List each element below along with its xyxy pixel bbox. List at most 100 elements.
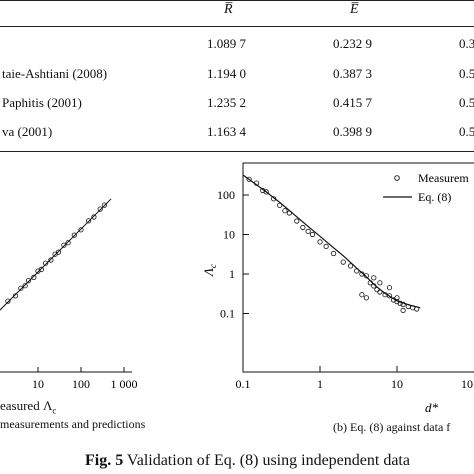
left-x-axis-label-text: easured Λ [0, 398, 53, 413]
legend-label-eq8: Eq. (8) [418, 190, 451, 204]
left-data-point [65, 240, 71, 246]
table-row-label: va (2001) [2, 124, 53, 139]
left-data-point [12, 293, 19, 299]
eq8-curve [242, 174, 421, 309]
right-data-point [414, 306, 420, 312]
left-data-point [55, 249, 62, 255]
right-x-tick-label: 10 [461, 377, 473, 391]
table-cell-r: 1.235 2 [207, 95, 246, 110]
left-data-point [86, 218, 92, 224]
left-data-point [78, 227, 84, 233]
right-data-point [359, 271, 365, 277]
left-data-point [71, 232, 77, 238]
right-y-axis-label: Λc [201, 264, 218, 278]
right-data-point [400, 301, 406, 307]
table-cell-extra: 0.3 [459, 36, 474, 51]
table-cell-extra: 0.5 [459, 95, 474, 110]
right-data-point [374, 287, 380, 293]
right-x-tick-label: 0.1 [236, 377, 251, 391]
right-data-point [386, 293, 393, 299]
table-cell-e: 0.232 9 [333, 36, 372, 51]
left-x-tick-label: 1 000 [111, 377, 138, 391]
right-data-point [367, 280, 373, 286]
left-x-axis-label: easured Λc [0, 398, 56, 416]
figure-caption: Fig. 5 Validation of Eq. (8) using indep… [85, 452, 410, 470]
right-data-point [377, 289, 383, 295]
right-y-tick-label: 0.1 [220, 307, 235, 321]
left-data-point [48, 257, 54, 263]
left-data-point [35, 268, 41, 274]
table-cell-r: 1.089 7 [207, 36, 246, 51]
right-y-tick-label: 100 [217, 188, 235, 202]
table-cell-e: 0.398 9 [333, 124, 372, 139]
right-data-point [386, 285, 393, 291]
table-row-label: taie-Ashtiani (2008) [2, 66, 108, 81]
table-header-rule [0, 26, 474, 27]
right-plot-frame [242, 162, 474, 373]
right-data-point [347, 263, 354, 269]
right-data-point [246, 176, 252, 182]
table-row-label: Paphitis (2001) [2, 95, 82, 110]
legend: Measurem Eq. (8) [383, 171, 469, 204]
right-x-axis-label: d* [425, 400, 439, 415]
right-data-point [397, 300, 403, 306]
left-x-tick-label: 100 [72, 377, 90, 391]
right-data-point [263, 189, 269, 195]
right-data-point [394, 298, 400, 305]
right-data-point [363, 273, 369, 279]
legend-marker-measured [394, 175, 400, 181]
right-data-point [371, 283, 377, 289]
right-data-point [317, 239, 323, 245]
right-data-point [300, 224, 306, 231]
table-cell-extra: 0.5 [459, 124, 474, 139]
left-subcaption: measurements and predictions [0, 417, 146, 431]
figure-caption-number: Fig. 5 [85, 452, 124, 469]
table-cell-extra: 0.5 [459, 66, 474, 81]
right-data-point [340, 259, 346, 265]
right-data-point [354, 268, 360, 274]
left-fit-line [0, 198, 112, 311]
left-data-point [97, 206, 103, 212]
right-x-tick-label: 10 [391, 377, 403, 391]
right-data-point [394, 295, 400, 301]
left-x-tick-label: 10 [32, 377, 44, 391]
left-data-point [5, 298, 11, 304]
left-data-point [18, 285, 24, 291]
right-data-point [330, 250, 337, 257]
right-data-point [260, 187, 266, 194]
left-data-point [91, 214, 97, 220]
right-data-point [294, 218, 300, 224]
left-x-axis-label-sub: c [52, 405, 57, 416]
right-x-tick-label: 1 [317, 377, 323, 391]
header-r-bar: R̅ [224, 2, 233, 17]
right-data-point [277, 202, 283, 208]
right-data-point [400, 307, 406, 313]
right-data-point [270, 196, 277, 202]
data-table: R̅ E̅ 1.089 7 0.232 9 0.3 taie-Ashtiani … [0, 0, 474, 152]
header-e-bar: E̅ [350, 2, 359, 17]
left-data-point [61, 242, 67, 248]
left-data-point [22, 283, 28, 289]
left-data-point [25, 277, 32, 284]
figure-caption-text: Validation of Eq. (8) using independent … [123, 452, 410, 469]
right-y-tick-label: 1 [229, 267, 235, 281]
right-data-point [390, 297, 397, 303]
table-cell-e: 0.415 7 [333, 95, 372, 110]
table-cell-r: 1.163 4 [207, 124, 246, 139]
table-cell-r: 1.194 0 [207, 66, 246, 81]
right-data-point [371, 275, 377, 281]
table-cell-e: 0.387 3 [333, 66, 372, 81]
left-data-point [38, 266, 45, 272]
right-data-point [363, 295, 369, 301]
right-data-point [309, 231, 316, 238]
right-data-point [382, 292, 388, 298]
right-data-point [305, 228, 311, 234]
left-data-point [101, 202, 108, 208]
table-bottom-rule [0, 151, 474, 152]
left-data-point [42, 260, 49, 266]
left-data-point [31, 274, 37, 280]
right-data-point [282, 208, 288, 214]
left-data-point [52, 251, 58, 257]
right-data-point [405, 303, 411, 310]
legend-label-measured: Measurem [418, 171, 469, 185]
